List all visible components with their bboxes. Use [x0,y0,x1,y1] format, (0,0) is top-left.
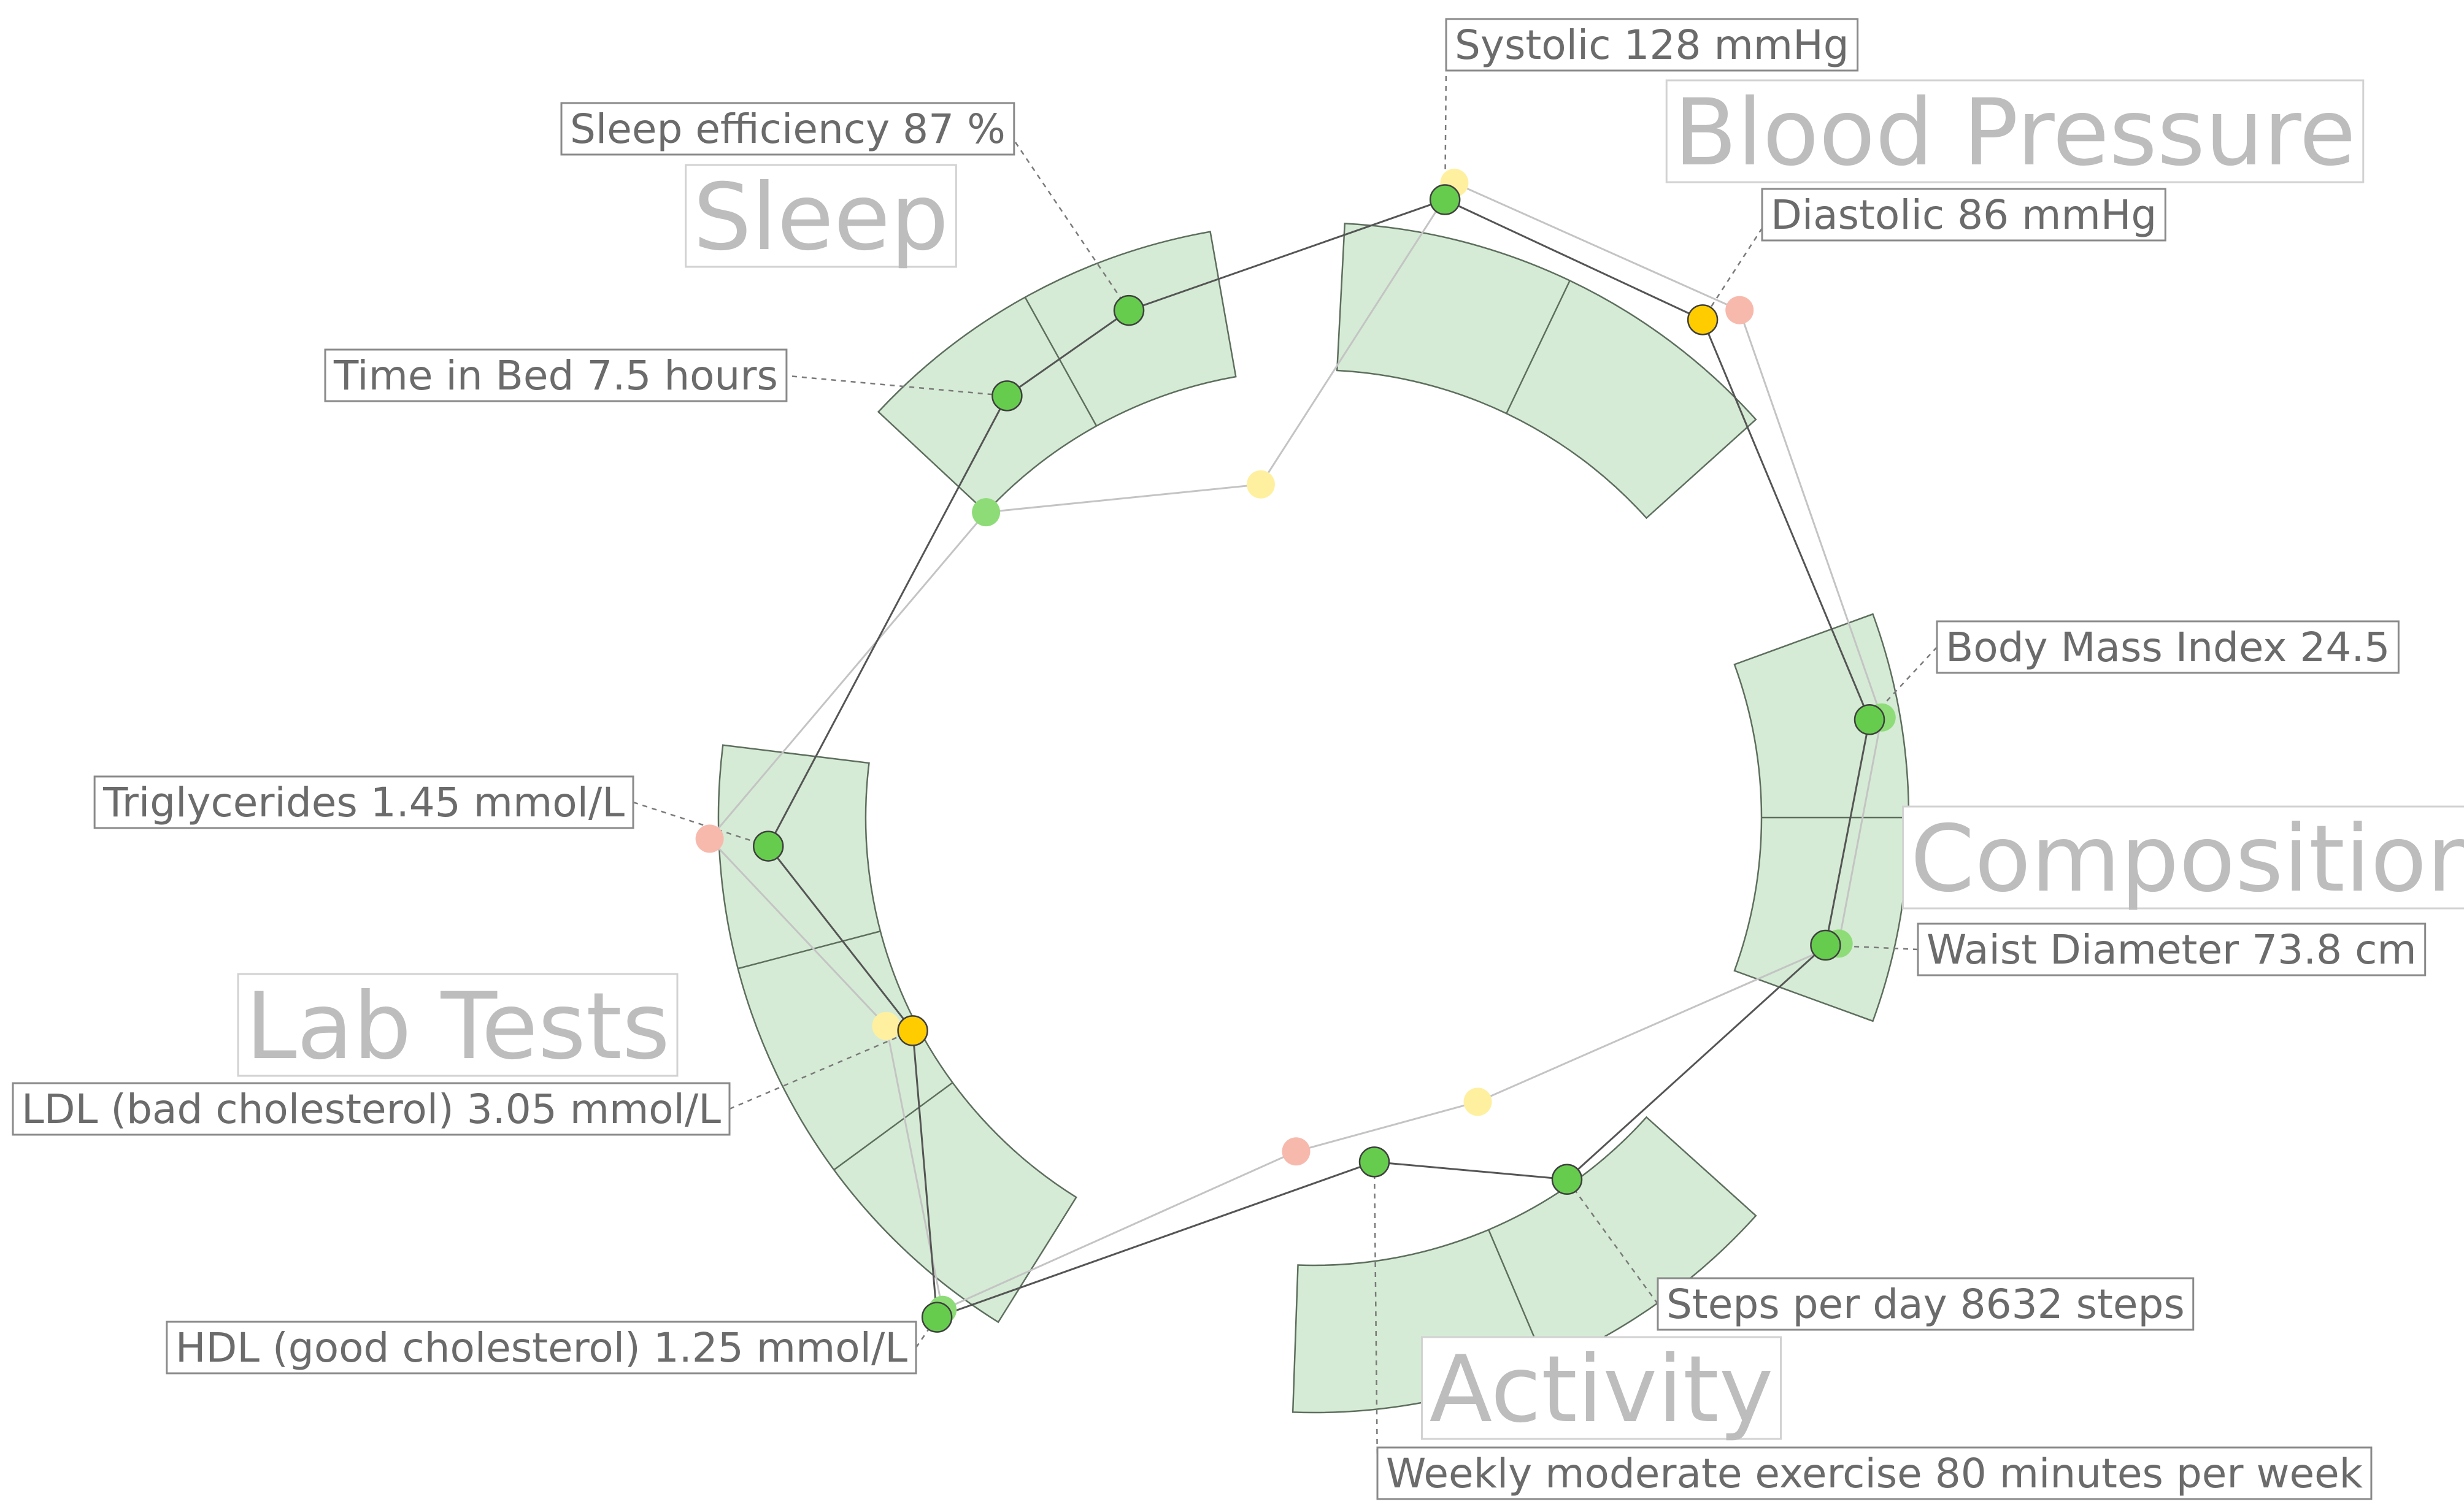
metric-label-box [324,348,788,402]
metric-label-waist-diameter: Waist Diameter 73.8 cm [1917,922,2427,976]
metric-label-box [1376,1446,2373,1500]
metric-label-body-mass-index: Body Mass Index 24.5 [1936,620,2400,674]
band-divider-lab-tests-1 [833,1082,953,1171]
leader-sleep-efficiency [1014,142,1130,311]
leader-ldl-bad-cholesterol [729,1030,914,1110]
leader-time-in-bed [782,374,1007,397]
band-divider-blood-pressure-1 [1506,280,1571,414]
metric-label-box [1445,18,1859,72]
group-title-box [237,973,679,1077]
current-trend-line [767,198,1871,1319]
metric-label-box [93,775,634,829]
group-labels: Sleep Blood Pressure Composition Activity La… [237,79,2464,1443]
leader-diastolic [1702,228,1763,321]
current-point-systolic [1429,184,1461,215]
metric-label-text: LDL (bad cholesterol) 3.05 mmol/L [21,1086,721,1133]
group-title-sleep: Sleep [685,164,957,271]
current-point-body-mass-index [1854,704,1885,735]
previous-point-sleep-efficiency [1246,470,1275,499]
metric-label-text: Body Mass Index 24.5 [1946,624,2390,671]
group-title-text: Activity [1430,1336,1774,1443]
group-title-box [685,164,957,268]
current-point-ldl-bad-cholesterol [897,1015,928,1046]
metric-label-text: Weekly moderate exercise 80 minutes per … [1386,1450,2363,1497]
group-title-box [1665,79,2365,183]
metric-label-text: Steps per day 8632 steps [1666,1281,2185,1328]
previous-trend-line [708,182,1883,1311]
group-title-text: Sleep [693,164,949,271]
metric-label-time-in-bed: Time in Bed 7.5 hours [324,348,788,402]
metric-label-box [12,1082,731,1136]
previous-point-ldl-bad-cholesterol [872,1011,901,1040]
previous-point-weekly-moderate-exercise [1282,1137,1311,1166]
metric-points [695,169,1896,1333]
group-title-activity: Activity [1421,1336,1782,1443]
metric-label-ldl-bad-cholesterol: LDL (bad cholesterol) 3.05 mmol/L [12,1082,731,1136]
previous-point-diastolic [1725,296,1754,324]
metric-label-box [560,102,1015,156]
band-divider-lab-tests-2 [737,930,881,970]
previous-point-triglycerides [695,824,724,853]
current-point-diastolic [1687,304,1719,336]
leader-weekly-moderate-exercise [1373,1162,1379,1474]
group-title-box [1902,805,2464,910]
metric-label-box [1657,1277,2195,1331]
metric-label-hdl-good-cholesterol: HDL (good cholesterol) 1.25 mmol/L [166,1321,917,1375]
metric-label-text: Time in Bed 7.5 hours [333,352,778,399]
metric-label-box [1761,188,2166,242]
previous-point-steps-per-day [1463,1087,1492,1116]
current-point-weekly-moderate-exercise [1358,1146,1390,1178]
group-title-lab-tests: Lab Tests [237,973,679,1080]
metric-label-text: Systolic 128 mmHg [1455,21,1849,69]
band-divider-sleep-1 [1024,297,1098,427]
group-title-composition: Composition [1902,805,2464,913]
group-title-blood-pressure: Blood Pressure [1665,79,2365,186]
leader-triglycerides [633,801,769,847]
metric-label-text: Waist Diameter 73.8 cm [1927,926,2417,973]
current-point-steps-per-day [1551,1164,1583,1195]
group-title-text: Blood Pressure [1674,80,2356,186]
metric-label-triglycerides: Triglycerides 1.45 mmol/L [93,775,634,829]
leader-steps-per-day [1566,1179,1659,1305]
trend-lines [708,182,1883,1319]
metric-labels: Time in Bed 7.5 hours Sleep efficiency 87… [12,18,2427,1500]
current-point-hdl-good-cholesterol [921,1302,953,1333]
group-title-text: Composition [1911,806,2464,913]
metric-label-systolic: Systolic 128 mmHg [1445,18,1859,72]
metric-label-text: Diastolic 86 mmHg [1771,191,2157,239]
metric-label-text: Triglycerides 1.45 mmol/L [102,779,625,826]
group-title-box [1421,1336,1782,1440]
band-sleep [877,231,1237,513]
current-point-waist-diameter [1810,929,1841,961]
metric-label-text: Sleep efficiency 87 % [570,105,1006,153]
metric-label-box [166,1321,917,1375]
metric-label-diastolic: Diastolic 86 mmHg [1761,188,2166,242]
metric-label-text: HDL (good cholesterol) 1.25 mmol/L [175,1324,907,1371]
metric-label-weekly-moderate-exercise: Weekly moderate exercise 80 minutes per … [1376,1446,2373,1500]
metric-label-box [1936,620,2400,674]
previous-point-time-in-bed [972,498,1001,527]
current-point-time-in-bed [991,380,1023,412]
current-point-sleep-efficiency [1113,294,1145,326]
band-activity [1292,1116,1757,1414]
metric-label-sleep-efficiency: Sleep efficiency 87 % [560,102,1015,156]
metric-label-steps-per-day: Steps per day 8632 steps [1657,1277,2195,1331]
band-blood-pressure [1336,223,1757,520]
metric-label-box [1917,922,2427,976]
current-point-triglycerides [752,830,784,862]
group-title-text: Lab Tests [245,973,670,1080]
